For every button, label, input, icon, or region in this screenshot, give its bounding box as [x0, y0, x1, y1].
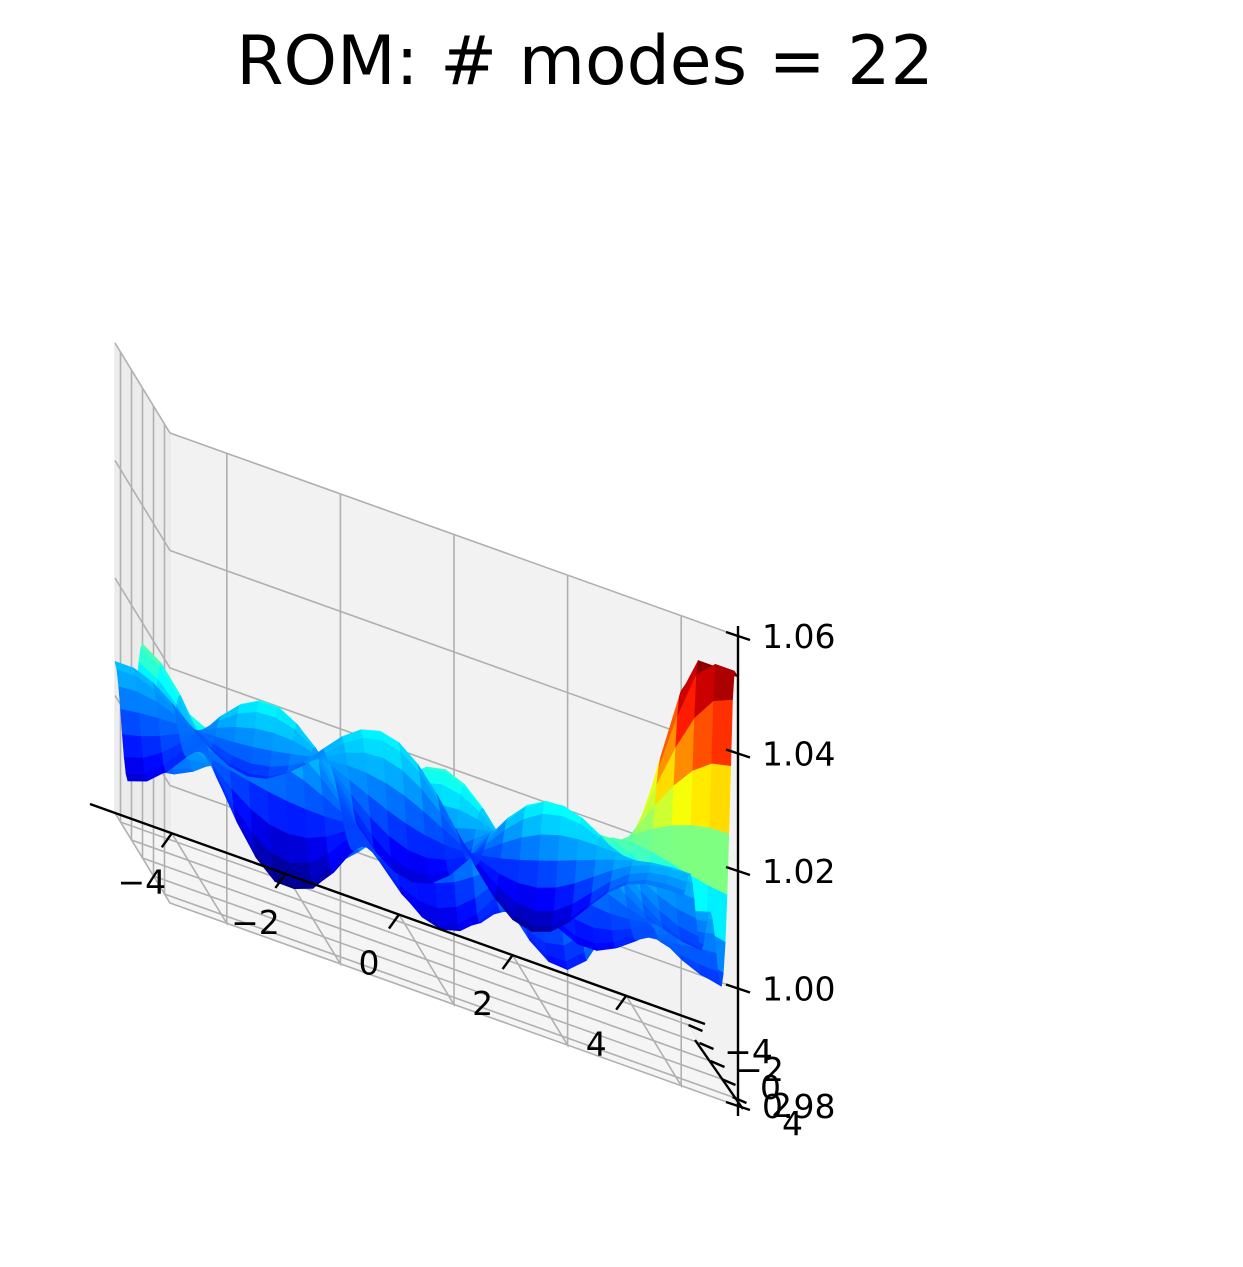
surface-facet [534, 887, 557, 912]
surface-mesh [114, 642, 739, 987]
y-tick-label: −4 [724, 1032, 773, 1071]
surface-facet [235, 711, 258, 730]
y-tick-label: 2 [771, 1086, 792, 1125]
y-tick-label: 0 [760, 1068, 781, 1107]
surface-facet [437, 906, 459, 925]
y-tick [732, 1095, 747, 1105]
x-axis-line [89, 802, 706, 1026]
z-tick-label: 1.06 [762, 617, 835, 656]
surface-facet [709, 763, 732, 835]
x-tick [388, 913, 400, 930]
surface-facet [713, 663, 735, 702]
surface-facet [538, 834, 560, 862]
y-tick [699, 1041, 714, 1051]
z-tick [725, 748, 751, 759]
surface-facet [533, 910, 555, 928]
surface-facet [121, 733, 144, 758]
y-tick [721, 1077, 736, 1087]
surface-facet [536, 860, 559, 889]
z-gridline [114, 342, 739, 637]
x-tick-label: 0 [359, 944, 380, 983]
surface-facet [663, 884, 686, 896]
surface-facet [269, 750, 292, 768]
y-tick-label: −2 [735, 1050, 784, 1089]
z-tick-label: 1.02 [762, 852, 835, 891]
z-tick-label: 0.98 [762, 1087, 835, 1126]
z-tick [725, 1100, 751, 1112]
z-gridline [114, 812, 739, 1107]
x-tick-label: −2 [231, 903, 280, 942]
chart-title: ROM: # modes = 22 [236, 22, 934, 101]
axes-panes [113, 341, 740, 1107]
surface-facet [120, 708, 142, 737]
surface-facet [517, 859, 540, 889]
z-tick-label: 1.04 [762, 735, 835, 774]
z-tick [725, 983, 751, 994]
surface-facet [250, 747, 273, 768]
surface-facet [707, 827, 730, 896]
surface-facet [711, 699, 733, 767]
y-tick [710, 1059, 725, 1069]
y-tick-label: 4 [782, 1104, 803, 1143]
surface-facet [125, 773, 148, 782]
surface-facet [531, 926, 553, 932]
x-tick [615, 995, 628, 1011]
x-tick-label: −4 [117, 862, 166, 901]
x-tick [501, 954, 514, 970]
y-tick [688, 1023, 703, 1033]
grid-lines [114, 342, 739, 1107]
surface-facet [435, 881, 457, 909]
x-tick-label: 4 [586, 1025, 607, 1064]
surface-facet [288, 833, 310, 863]
x-tick [274, 873, 287, 889]
surface-facet [690, 763, 713, 829]
x-tick-label: 2 [472, 984, 493, 1023]
surface-facet [123, 756, 146, 774]
z-gridline [114, 460, 739, 755]
surface-facet [519, 834, 542, 862]
z-tick-label: 1.00 [762, 970, 835, 1009]
surface-facet [557, 835, 579, 862]
z-tick [725, 630, 751, 642]
surface-facet [540, 813, 562, 836]
z-tick [725, 865, 751, 877]
x-tick [160, 832, 173, 848]
